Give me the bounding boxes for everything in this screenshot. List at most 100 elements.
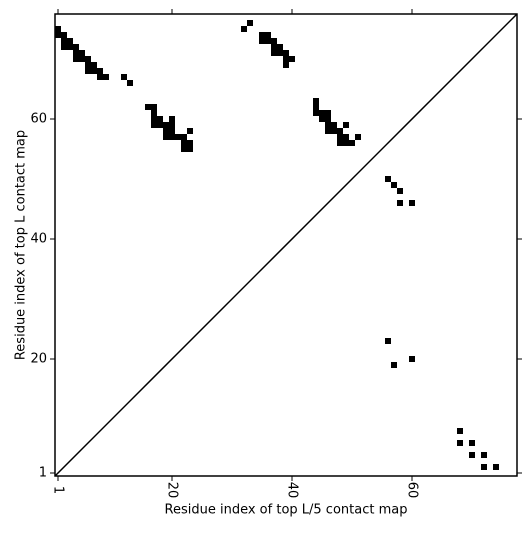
contact-point	[163, 122, 169, 128]
contact-point	[151, 122, 157, 128]
contact-point	[493, 464, 499, 470]
contact-point	[283, 56, 289, 62]
contact-point	[79, 56, 85, 62]
x-tick-label: 1	[51, 486, 66, 494]
contact-point	[91, 62, 97, 68]
x-axis-label: Residue index of top L/5 contact map	[165, 503, 408, 518]
contact-point	[355, 134, 361, 140]
contact-point	[175, 134, 181, 140]
contact-point	[259, 38, 265, 44]
contact-point	[289, 56, 295, 62]
contact-point	[343, 134, 349, 140]
contact-point	[169, 128, 175, 134]
contact-point	[181, 134, 187, 140]
contact-point	[61, 38, 67, 44]
contact-point	[169, 134, 175, 140]
contact-point	[271, 50, 277, 56]
contact-point	[283, 50, 289, 56]
contact-point	[121, 74, 127, 80]
contact-point	[265, 32, 271, 38]
contact-point	[97, 68, 103, 74]
contact-point	[145, 104, 151, 110]
contact-point	[61, 32, 67, 38]
contact-point	[313, 98, 319, 104]
contact-point	[247, 20, 253, 26]
contact-point	[319, 110, 325, 116]
contact-point	[343, 122, 349, 128]
contact-point	[67, 44, 73, 50]
contact-point	[61, 44, 67, 50]
contact-point	[187, 146, 193, 152]
y-tick-label: 40	[30, 232, 47, 247]
contact-point	[151, 116, 157, 122]
contact-point	[265, 38, 271, 44]
contact-point	[409, 356, 415, 362]
contact-point	[337, 140, 343, 146]
contact-point	[187, 128, 193, 134]
contact-point	[343, 140, 349, 146]
y-tick-label: 60	[30, 112, 47, 127]
contact-point	[481, 452, 487, 458]
contact-point	[169, 116, 175, 122]
contact-point	[397, 188, 403, 194]
contact-point	[67, 38, 73, 44]
contact-point	[55, 26, 61, 32]
contact-point	[79, 50, 85, 56]
contact-point	[85, 56, 91, 62]
contact-point	[277, 44, 283, 50]
contact-point	[91, 68, 97, 74]
contact-point	[181, 140, 187, 146]
contact-point	[271, 38, 277, 44]
contact-point	[325, 110, 331, 116]
contact-point	[457, 428, 463, 434]
contact-point	[325, 116, 331, 122]
contact-point	[481, 464, 487, 470]
contact-point	[157, 122, 163, 128]
contact-point	[163, 128, 169, 134]
contact-point	[187, 140, 193, 146]
contact-point	[325, 122, 331, 128]
contact-point	[85, 68, 91, 74]
contact-point	[271, 44, 277, 50]
contact-point	[397, 200, 403, 206]
contact-point	[385, 338, 391, 344]
contact-point	[169, 122, 175, 128]
contact-point	[325, 128, 331, 134]
contact-point	[163, 134, 169, 140]
contact-point	[73, 44, 79, 50]
x-tick-label: 20	[165, 482, 180, 499]
contact-point	[241, 26, 247, 32]
contact-point	[73, 50, 79, 56]
contact-point	[319, 116, 325, 122]
contact-point	[259, 32, 265, 38]
contact-point	[391, 182, 397, 188]
y-tick-label: 1	[39, 466, 47, 481]
contact-point	[151, 104, 157, 110]
y-axis-label: Residue index of top L contact map	[14, 130, 29, 360]
contact-point	[313, 110, 319, 116]
contact-point	[331, 122, 337, 128]
contact-point	[127, 80, 133, 86]
contact-point	[157, 116, 163, 122]
x-tick-label: 40	[285, 482, 300, 499]
contact-point	[469, 452, 475, 458]
plot-frame	[54, 13, 518, 477]
contact-point	[277, 50, 283, 56]
contact-point	[55, 32, 61, 38]
contact-point	[385, 176, 391, 182]
contact-point	[469, 440, 475, 446]
contact-point	[391, 362, 397, 368]
contact-point	[103, 74, 109, 80]
contact-point	[97, 74, 103, 80]
contact-point	[337, 134, 343, 140]
contact-point	[85, 62, 91, 68]
y-tick-label: 20	[30, 352, 47, 367]
contact-point	[337, 128, 343, 134]
diagonal	[54, 13, 518, 477]
contact-point	[349, 140, 355, 146]
contact-point	[151, 110, 157, 116]
contact-point	[331, 128, 337, 134]
contact-point	[313, 104, 319, 110]
contact-point	[73, 56, 79, 62]
